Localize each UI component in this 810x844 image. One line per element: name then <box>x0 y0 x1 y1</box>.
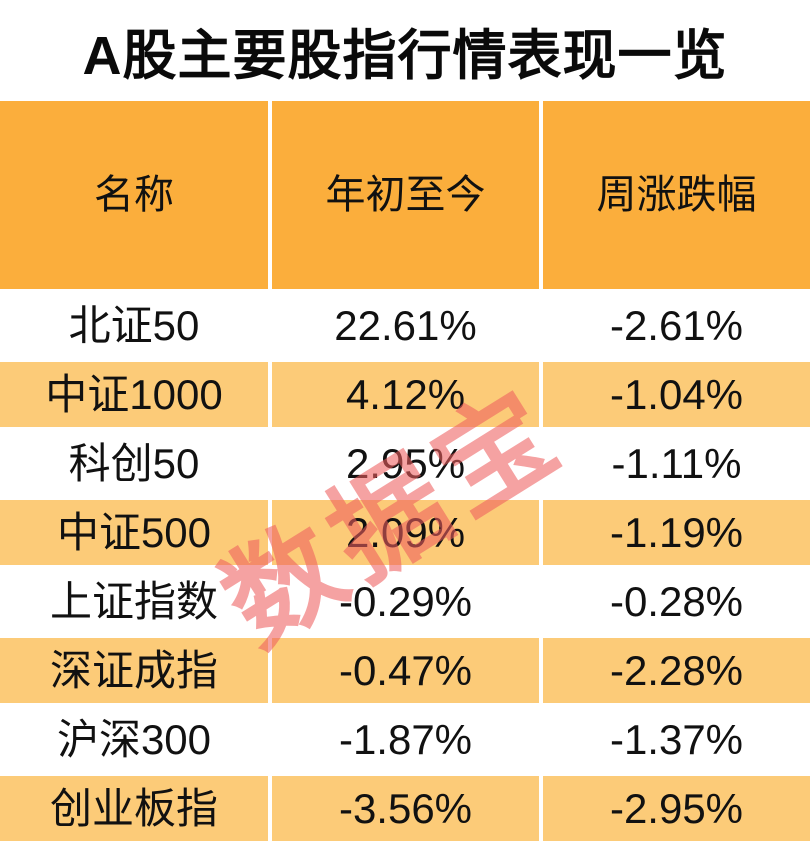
index-name-cell: 沪深300 <box>0 707 268 772</box>
ytd-value-cell: 4.12% <box>272 362 539 427</box>
ytd-value-cell: -0.29% <box>272 569 539 634</box>
index-name-cell: 中证500 <box>0 500 268 565</box>
column-header-week-change: 周涨跌幅 <box>543 101 810 289</box>
ytd-value-cell: -3.56% <box>272 776 539 841</box>
index-name-cell: 中证1000 <box>0 362 268 427</box>
ytd-value-cell: -1.87% <box>272 707 539 772</box>
week-change-cell: -1.19% <box>543 500 810 565</box>
week-change-cell: -2.61% <box>543 293 810 358</box>
ytd-value-cell: -0.47% <box>272 638 539 703</box>
week-change-cell: -2.95% <box>543 776 810 841</box>
index-name-cell: 创业板指 <box>0 776 268 841</box>
ytd-value-cell: 22.61% <box>272 293 539 358</box>
column-header-name: 名称 <box>0 101 268 289</box>
column-header-ytd: 年初至今 <box>272 101 539 289</box>
index-name-cell: 深证成指 <box>0 638 268 703</box>
ytd-value-cell: 2.09% <box>272 500 539 565</box>
week-change-cell: -0.28% <box>543 569 810 634</box>
index-name-cell: 上证指数 <box>0 569 268 634</box>
index-name-cell: 科创50 <box>0 431 268 496</box>
index-name-cell: 北证50 <box>0 293 268 358</box>
index-performance-table: 名称 年初至今 周涨跌幅 北证50 22.61% -2.61% 中证1000 4… <box>0 101 810 841</box>
ytd-value-cell: 2.95% <box>272 431 539 496</box>
week-change-cell: -1.04% <box>543 362 810 427</box>
week-change-cell: -1.11% <box>543 431 810 496</box>
week-change-cell: -2.28% <box>543 638 810 703</box>
week-change-cell: -1.37% <box>543 707 810 772</box>
page-title: A股主要股指行情表现一览 <box>82 25 728 86</box>
